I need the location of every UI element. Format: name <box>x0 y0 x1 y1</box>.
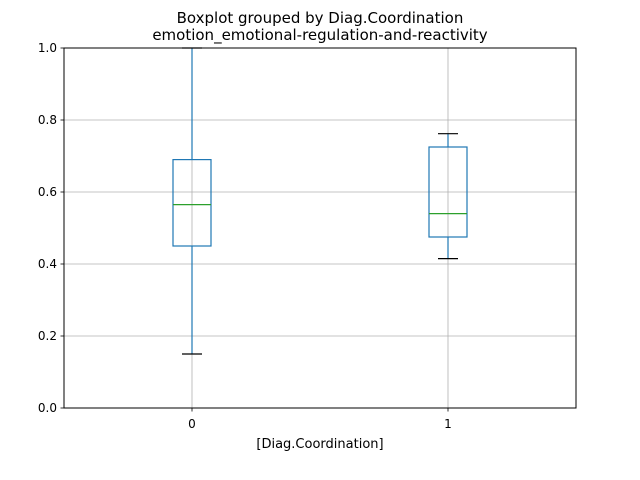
y-tick-label: 0.0 <box>38 401 57 415</box>
chart-title-line-2: emotion_emotional-regulation-and-reactiv… <box>152 26 487 45</box>
iqr-box <box>428 146 468 238</box>
boxes <box>172 47 468 355</box>
y-tick-label: 0.6 <box>38 185 57 199</box>
x-tick-label: 1 <box>444 417 452 431</box>
iqr-box <box>172 159 212 247</box>
y-tick-label: 0.2 <box>38 329 57 343</box>
axis-ticks: 0.0 0.2 0.4 0.6 0.8 1.0 0 1 <box>38 41 452 431</box>
y-tick-label: 0.8 <box>38 113 57 127</box>
y-tick-label: 1.0 <box>38 41 57 55</box>
x-tick-label: 0 <box>188 417 196 431</box>
grid-lines <box>64 47 576 409</box>
y-tick-label: 0.4 <box>38 257 57 271</box>
box-group-1 <box>428 133 468 260</box>
x-axis-label: [Diag.Coordination] <box>256 437 383 452</box>
plot-area-frame <box>63 47 577 409</box>
chart-title-line-1: Boxplot grouped by Diag.Coordination <box>177 9 464 27</box>
